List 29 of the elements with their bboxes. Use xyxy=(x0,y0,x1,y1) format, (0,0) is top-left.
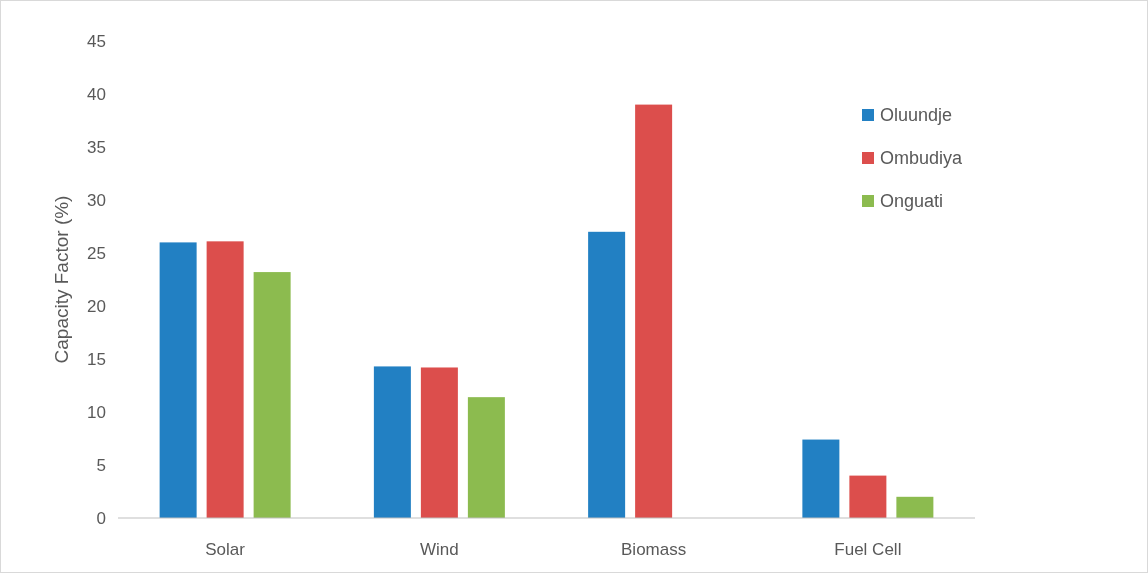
bar xyxy=(206,241,244,518)
bar xyxy=(635,104,673,518)
bar xyxy=(849,475,887,518)
bar xyxy=(802,439,840,518)
bar xyxy=(420,367,458,518)
bar xyxy=(253,272,291,518)
bar xyxy=(467,397,505,518)
bar xyxy=(896,496,934,518)
legend-label: Ombudiya xyxy=(880,148,964,169)
y-axis-title: Capacity Factor (%) xyxy=(51,195,72,364)
y-tick-label: 40 xyxy=(87,84,106,104)
y-tick-label: 20 xyxy=(87,296,106,316)
legend-label: Onguati xyxy=(880,191,944,212)
y-tick-label: 25 xyxy=(87,243,106,263)
legend-label: Oluundje xyxy=(880,105,953,126)
y-tick-label: 15 xyxy=(87,349,106,369)
y-tick-label: 0 xyxy=(96,508,106,528)
y-tick-label: 30 xyxy=(87,190,106,210)
x-tick-label: Biomass xyxy=(621,540,687,559)
y-tick-label: 5 xyxy=(96,455,106,475)
x-tick-label: Solar xyxy=(205,540,246,559)
x-tick-label: Wind xyxy=(420,540,459,559)
bar xyxy=(373,366,411,518)
y-tick-label: 35 xyxy=(87,137,106,157)
bar xyxy=(588,231,626,518)
bar xyxy=(159,242,197,518)
x-tick-label: Fuel Cell xyxy=(834,540,902,559)
y-tick-label: 10 xyxy=(87,402,106,422)
y-tick-label: 45 xyxy=(87,31,106,51)
